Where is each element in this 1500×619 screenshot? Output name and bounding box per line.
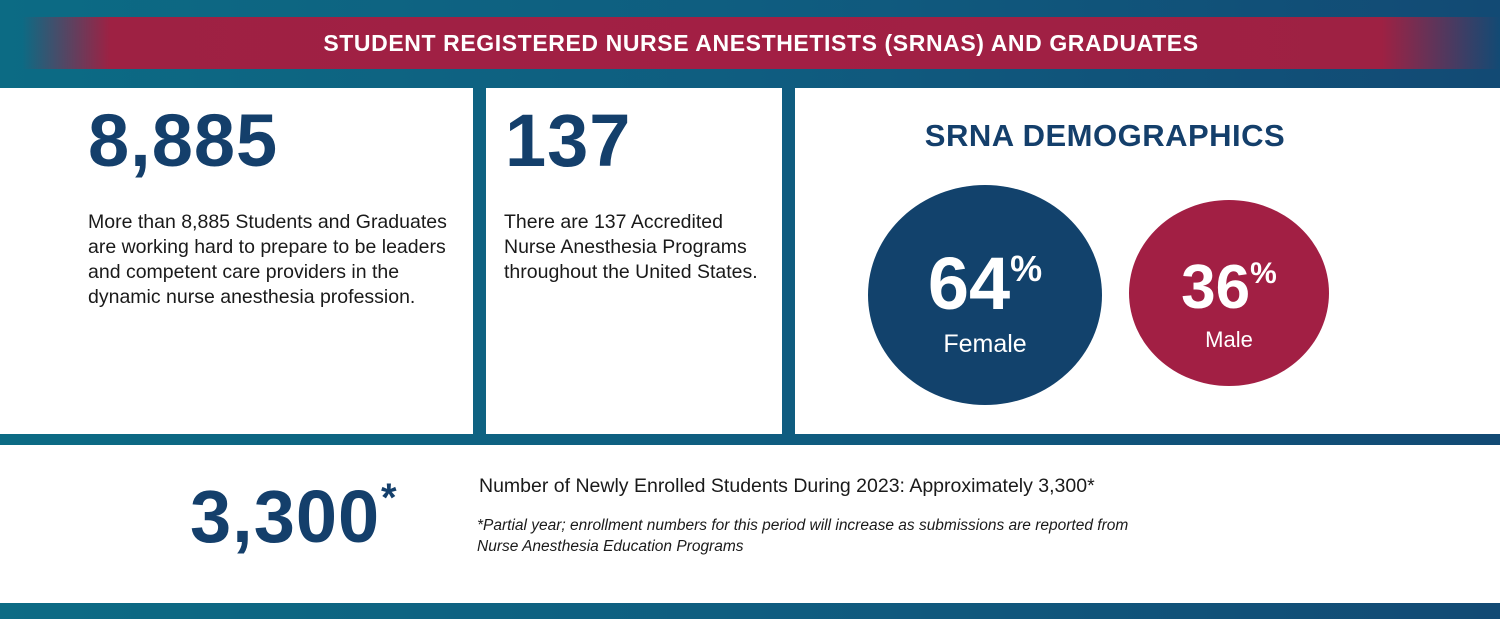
demographics-panel: SRNA DEMOGRAPHICS 64 % Female 36 % Male <box>795 88 1500 434</box>
demographics-title: SRNA DEMOGRAPHICS <box>924 118 1286 153</box>
header-banner: STUDENT REGISTERED NURSE ANESTHETISTS (S… <box>22 17 1500 69</box>
programs-panel: 137 There are 137 Accredited Nurse Anest… <box>486 88 782 434</box>
female-percent-sign: % <box>1010 248 1043 289</box>
male-label: Male <box>1205 327 1253 352</box>
female-circle: 64 % Female <box>868 185 1102 405</box>
students-description: More than 8,885 Students and Graduates a… <box>88 211 447 308</box>
programs-description: There are 137 Accredited Nurse Anesthesi… <box>504 211 758 283</box>
enrollment-number: 3,300 <box>190 475 381 558</box>
programs-number: 137 <box>505 99 632 182</box>
female-label: Female <box>943 330 1027 358</box>
students-panel: 8,885 More than 8,885 Students and Gradu… <box>0 88 473 434</box>
male-percent: 36 <box>1181 253 1251 322</box>
male-circle: 36 % Male <box>1129 200 1329 386</box>
male-percent-sign: % <box>1250 257 1277 290</box>
female-percent: 64 <box>927 242 1011 325</box>
enrollment-footnote: *Partial year; enrollment numbers for th… <box>477 517 1129 555</box>
enrollment-panel: 3,300 * Number of Newly Enrolled Student… <box>0 445 1500 603</box>
header-title: STUDENT REGISTERED NURSE ANESTHETISTS (S… <box>323 29 1199 56</box>
students-number: 8,885 <box>88 99 279 182</box>
enrollment-description: Number of Newly Enrolled Students During… <box>479 475 1095 497</box>
enrollment-asterisk: * <box>381 476 397 520</box>
